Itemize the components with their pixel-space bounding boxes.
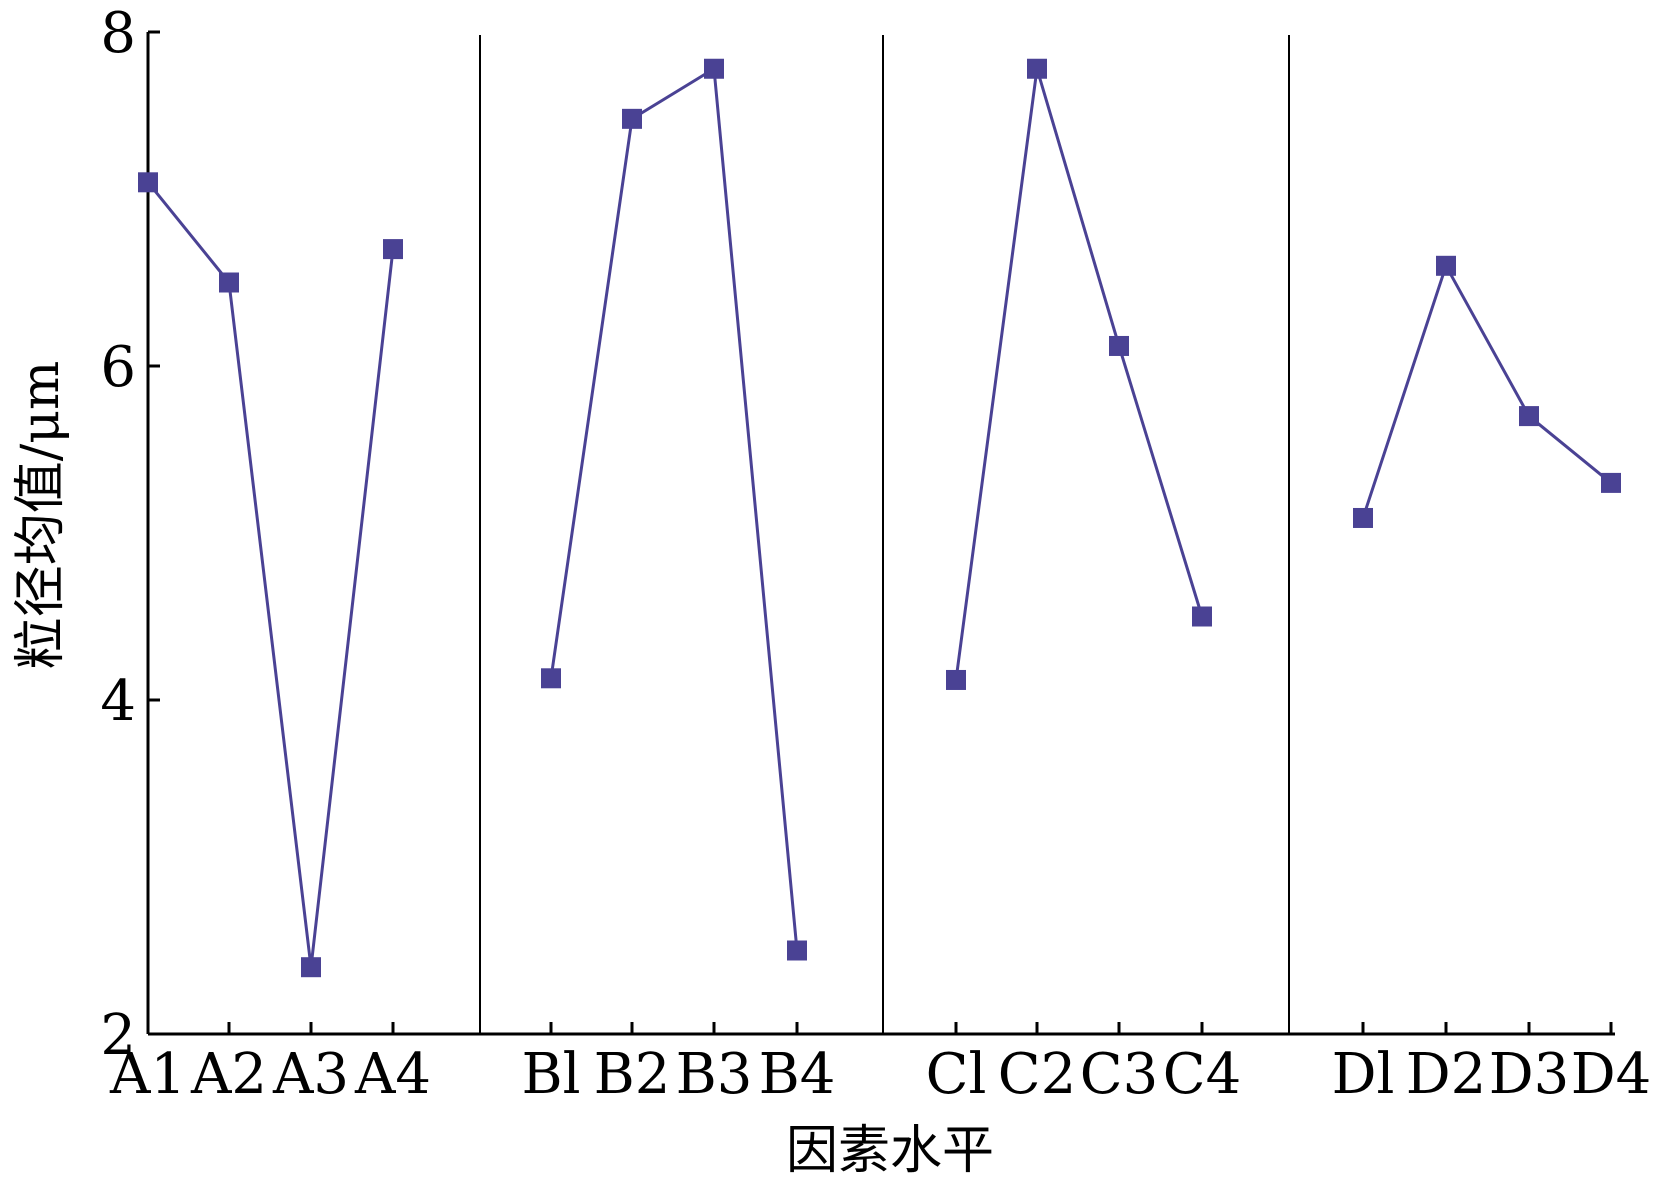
data-point-C4	[1192, 606, 1212, 627]
series	[138, 58, 1621, 978]
x-tick-label-D3: D3	[1489, 1042, 1570, 1107]
data-point-C2	[1027, 58, 1047, 79]
x-tick-label-B4: B4	[759, 1042, 836, 1107]
data-point-D4	[1601, 472, 1621, 493]
y-ticks: 2 4 6 8	[100, 1, 160, 1068]
data-point-Cl	[946, 669, 966, 690]
data-point-Dl	[1353, 507, 1373, 528]
x-tick-label-B3: B3	[676, 1042, 753, 1107]
x-tick-label-C2: C2	[998, 1042, 1076, 1107]
x-axis-title: 因素水平	[786, 1121, 994, 1181]
series-line-D	[1361, 262, 1612, 519]
y-tick-label-6: 6	[100, 335, 136, 400]
data-point-D2	[1436, 255, 1456, 276]
x-tick-label-Cl: Cl	[926, 1042, 987, 1107]
data-point-A2	[219, 272, 239, 293]
data-point-A4	[383, 239, 403, 260]
y-tick-label-2: 2	[100, 1003, 136, 1068]
x-tick-label-D2: D2	[1406, 1042, 1487, 1107]
x-tick-label-A4: A4	[354, 1042, 431, 1107]
series-line-B	[549, 66, 799, 951]
data-point-B4	[787, 940, 807, 961]
y-tick-label-4: 4	[100, 669, 136, 734]
data-point-A3	[301, 957, 321, 978]
y-axis-title: 粒径均值/μm	[11, 361, 71, 670]
series-line-C	[954, 68, 1204, 681]
series-line-A	[146, 181, 395, 968]
x-tick-label-C4: C4	[1163, 1042, 1241, 1107]
x-tick-label-A3: A3	[272, 1042, 349, 1107]
x-tick-label-A2: A2	[190, 1042, 267, 1107]
data-point-Bl	[541, 668, 561, 689]
data-point-C3	[1109, 335, 1129, 356]
x-tick-label-Dl: Dl	[1332, 1042, 1395, 1107]
data-point-D3	[1519, 406, 1539, 427]
axes	[146, 32, 1615, 1036]
data-point-B3	[704, 58, 724, 79]
x-tick-label-A1: A1	[109, 1042, 186, 1107]
x-ticks: A1 A2 A3 A4 Bl B2 B3 B4 Cl C2 C3 C4 Dl D2 D3 D4	[109, 1022, 1651, 1107]
x-tick-label-Bl: Bl	[521, 1042, 580, 1107]
data-point-B2	[622, 108, 642, 129]
group-dividers	[479, 35, 1290, 1034]
x-tick-label-D4: D4	[1571, 1042, 1652, 1107]
y-tick-label-8: 8	[100, 1, 136, 66]
data-point-A1	[138, 172, 158, 193]
x-tick-label-C3: C3	[1080, 1042, 1158, 1107]
x-tick-label-B2: B2	[594, 1042, 671, 1107]
